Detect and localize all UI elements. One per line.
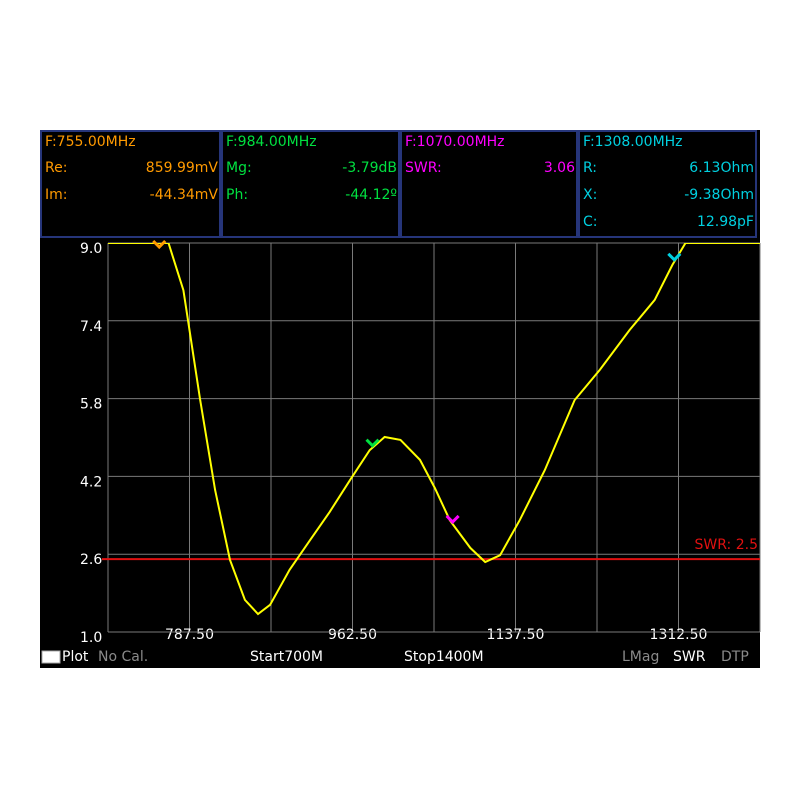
marker-param-label: SWR: <box>405 160 442 176</box>
marker-box <box>400 130 578 238</box>
marker-box <box>40 130 221 238</box>
x-tick-label: 962.50 <box>328 627 377 643</box>
marker-param-label: X: <box>583 187 597 203</box>
x-tick-label: 1312.50 <box>650 627 708 643</box>
marker-chevron <box>365 438 380 448</box>
marker-param-label: R: <box>583 160 597 176</box>
mode-label: Plot <box>62 649 89 665</box>
y-tick-label: 7.4 <box>80 319 102 335</box>
y-tick-label: 9.0 <box>80 241 102 257</box>
format-swr[interactable]: SWR <box>673 649 706 665</box>
marker-param-label: Re: <box>45 160 67 176</box>
stop-freq: Stop1400M <box>404 649 484 665</box>
marker-chevron <box>152 239 167 250</box>
marker-param-label: Mg: <box>226 160 252 176</box>
y-tick-label: 4.2 <box>80 474 102 490</box>
status-bar: Plot No Cal. Start700M Stop1400M LMag SW… <box>41 649 749 665</box>
marker-box <box>578 130 757 238</box>
marker-param-value: 6.13Ohm <box>689 160 754 176</box>
marker-param-label: Ph: <box>226 187 248 203</box>
marker-param-value: -44.34mV <box>150 187 219 203</box>
x-tick-label: 1137.50 <box>487 627 545 643</box>
battery-icon <box>41 650 61 664</box>
marker-chevron <box>667 252 682 262</box>
marker-param-label: C: <box>583 214 598 230</box>
y-tick-label: 5.8 <box>80 397 102 413</box>
marker-box <box>221 130 400 238</box>
marker-param-value: 859.99mV <box>146 160 219 176</box>
swr-trace <box>108 243 760 616</box>
marker-chevron <box>445 514 460 525</box>
marker-frequency: F:984.00MHz <box>226 134 317 150</box>
marker-panel: F:755.00MHz Re: 859.99mV Im: -44.34mV F:984.0… <box>40 130 757 238</box>
format-dtp[interactable]: DTP <box>721 649 749 665</box>
marker-param-value: 3.06 <box>544 160 575 176</box>
plot-area: 787.50 962.50 1137.50 1312.50 1.0 2.6 4.2 5.8 7.… <box>80 239 761 646</box>
marker-frequency: F:1070.00MHz <box>405 134 505 150</box>
y-tick-label: 1.0 <box>80 630 102 646</box>
marker-frequency: F:1308.00MHz <box>583 134 683 150</box>
x-tick-label: 787.50 <box>165 627 214 643</box>
marker-param-value: -9.38Ohm <box>684 187 754 203</box>
marker-param-value: 12.98pF <box>697 214 754 230</box>
format-lmag[interactable]: LMag <box>622 649 659 665</box>
y-tick-label: 2.6 <box>80 552 102 568</box>
start-freq: Start700M <box>250 649 323 665</box>
cal-status: No Cal. <box>98 649 148 665</box>
marker-frequency: F:755.00MHz <box>45 134 136 150</box>
marker-param-value: -3.79dB <box>342 160 397 176</box>
reference-label: SWR: 2.5 <box>695 537 758 553</box>
marker-param-value: -44.12º <box>345 187 397 203</box>
marker-param-label: Im: <box>45 187 67 203</box>
